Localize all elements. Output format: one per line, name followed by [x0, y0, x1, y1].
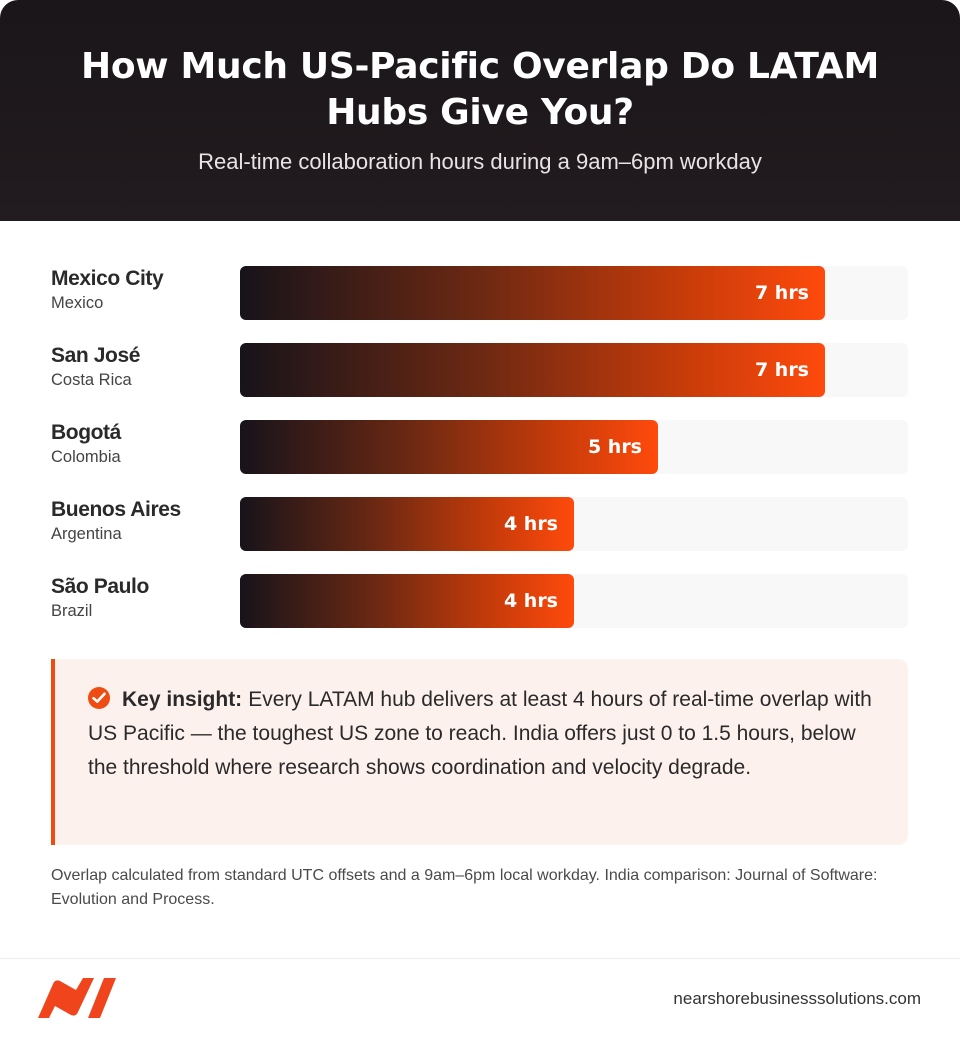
country-name: Costa Rica [51, 371, 132, 389]
country-name: Argentina [51, 525, 122, 543]
bar-mark: 4 hrs [240, 574, 574, 628]
city-name: São Paulo [51, 575, 149, 598]
country-name: Brazil [51, 602, 93, 620]
page-title: How Much US-Pacific Overlap Do LATAM Hub… [81, 46, 879, 133]
row-label: Mexico City Mexico [51, 266, 164, 314]
insight-callout: Key insight: Every LATAM hub delivers at … [51, 659, 908, 845]
bar-mark: 7 hrs [240, 266, 825, 320]
bar-track: 7 hrs [240, 343, 908, 397]
bar-track: 5 hrs [240, 420, 908, 474]
source-footnote: Overlap calculated from standard UTC off… [51, 867, 878, 908]
bar-value-label: 7 hrs [754, 359, 809, 381]
insight-text-block: Key insight: Every LATAM hub delivers at … [88, 683, 878, 785]
insight-body: Every LATAM hub delivers at least 4 hour… [88, 688, 872, 779]
country-name: Colombia [51, 448, 121, 466]
row-label: Bogotá Colombia [51, 420, 121, 468]
insight-key-label: Key insight: [122, 688, 243, 711]
brand-logo-icon [38, 978, 116, 1023]
check-circle-icon [88, 687, 110, 709]
bar-track: 7 hrs [240, 266, 908, 320]
bar-value-label: 5 hrs [587, 436, 642, 458]
bar-mark: 5 hrs [240, 420, 658, 474]
city-name: San José [51, 344, 141, 367]
row-label: Buenos Aires Argentina [51, 497, 181, 545]
bar-mark: 7 hrs [240, 343, 825, 397]
bar-value-label: 4 hrs [503, 513, 558, 535]
city-name: Bogotá [51, 421, 121, 444]
bar-mark: 4 hrs [240, 497, 574, 551]
row-label: São Paulo Brazil [51, 574, 149, 622]
row-label: San José Costa Rica [51, 343, 140, 391]
city-name: Mexico City [51, 267, 164, 290]
bar-value-label: 4 hrs [503, 590, 558, 612]
page-subtitle: Real-time collaboration hours during a 9… [198, 149, 762, 174]
bar-value-label: 7 hrs [754, 282, 809, 304]
website-link[interactable]: nearshorebusinesssolutions.com [673, 989, 921, 1008]
header-banner: How Much US-Pacific Overlap Do LATAM Hub… [0, 0, 960, 221]
country-name: Mexico [51, 294, 104, 312]
footer-divider [0, 958, 960, 959]
bar-chart: Mexico City Mexico 7 hrs San José Costa Rica… [0, 221, 960, 641]
bar-track: 4 hrs [240, 574, 908, 628]
bar-track: 4 hrs [240, 497, 908, 551]
city-name: Buenos Aires [51, 498, 181, 521]
